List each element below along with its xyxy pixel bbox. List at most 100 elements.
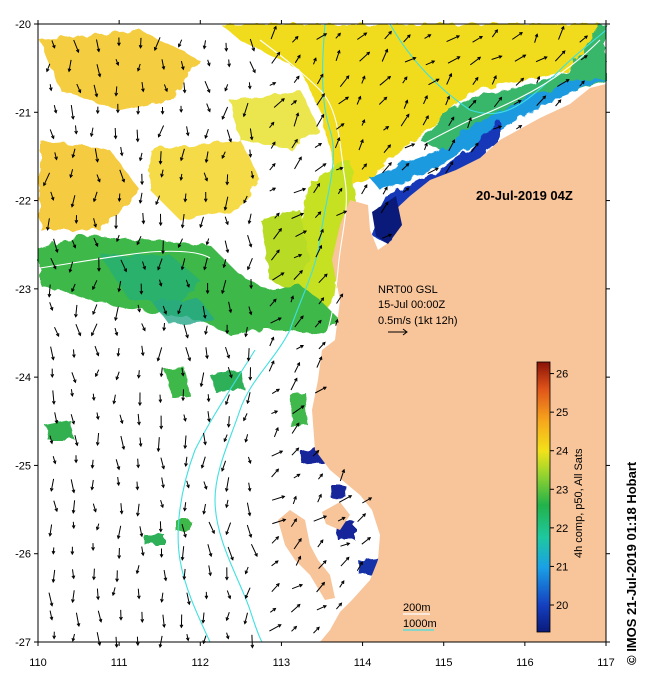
current-arrowhead (46, 68, 50, 73)
current-arrowhead (275, 536, 280, 540)
current-arrowhead (161, 66, 166, 71)
current-arrowhead (272, 298, 277, 303)
current-arrowhead (161, 250, 165, 255)
current-arrowhead (345, 96, 350, 101)
current-arrow (136, 235, 142, 245)
current-arrowhead (182, 576, 187, 581)
current-arrow (70, 479, 75, 493)
current-arrowhead (348, 495, 353, 499)
current-arrow (470, 142, 479, 153)
current-arrowhead (279, 450, 284, 454)
current-arrow (157, 437, 160, 452)
current-arrowhead (207, 418, 211, 423)
current-arrow (336, 602, 342, 610)
current-arrow (290, 518, 297, 527)
current-arrow (71, 283, 76, 292)
current-arrow (50, 478, 55, 491)
map-frame (37, 23, 607, 643)
current-arrow (404, 57, 416, 63)
current-arrowhead (136, 464, 141, 469)
current-arrow (54, 152, 58, 160)
current-arrow (291, 139, 298, 149)
current-arrowhead (95, 416, 100, 420)
current-arrowhead (404, 99, 409, 104)
current-arrowhead (583, 55, 588, 59)
current-arrow (225, 346, 230, 359)
current-arrow (314, 211, 321, 219)
current-arrowhead (158, 282, 163, 287)
y-tick-label: -22 (15, 196, 31, 208)
current-arrow (579, 80, 585, 87)
current-arrowhead (92, 576, 96, 581)
current-arrowhead (116, 466, 121, 471)
current-arrowhead (247, 220, 252, 225)
current-arrowhead (271, 360, 275, 365)
current-arrowhead (156, 448, 161, 453)
current-arrow (137, 304, 141, 312)
current-arrow (226, 129, 232, 142)
current-arrowhead (247, 459, 252, 464)
current-arrowhead (293, 100, 298, 104)
current-arrow (180, 60, 184, 70)
current-arrow (292, 405, 305, 415)
current-arrowhead (298, 537, 302, 542)
current-arrow (225, 477, 230, 492)
current-vectors (43, 25, 589, 649)
current-arrowhead (225, 617, 230, 622)
current-arrowhead (282, 518, 287, 522)
current-arrowhead (383, 96, 388, 101)
current-arrowhead (183, 507, 187, 512)
current-arrowhead (248, 311, 253, 316)
current-arrow (316, 605, 327, 611)
current-arrowhead (340, 123, 345, 127)
current-arrowhead (203, 485, 208, 490)
peninsula-land (278, 510, 335, 600)
current-arrow (205, 151, 209, 163)
current-arrowhead (183, 417, 187, 422)
current-arrow (94, 148, 99, 162)
current-arrowhead (272, 187, 277, 191)
current-arrow (50, 191, 54, 201)
current-arrow (294, 156, 302, 170)
current-arrow (137, 106, 139, 114)
current-arrowhead (71, 509, 76, 514)
current-arrow (270, 26, 277, 40)
current-arrowhead (320, 73, 324, 78)
current-arrowhead (387, 75, 392, 80)
current-arrow (221, 279, 227, 294)
current-arrowhead (357, 95, 362, 100)
current-arrowhead (250, 174, 255, 180)
current-arrowhead (185, 637, 190, 642)
current-arrow (248, 213, 252, 224)
current-arrow (314, 386, 327, 394)
current-arrowhead (119, 152, 124, 157)
current-arrowhead (337, 32, 341, 37)
current-arrow (248, 482, 251, 491)
current-arrowhead (141, 220, 146, 225)
current-arrow (315, 245, 322, 258)
current-arrow (536, 76, 540, 84)
current-arrowhead (299, 269, 303, 274)
current-arrow (96, 632, 101, 646)
current-arrow (163, 84, 168, 92)
current-arrowhead (140, 181, 144, 186)
current-arrow (92, 304, 98, 315)
current-arrow (313, 183, 320, 194)
current-arrowhead (339, 293, 344, 298)
current-arrow (318, 273, 328, 284)
current-arrow (514, 54, 526, 62)
current-arrowhead (181, 66, 185, 71)
current-arrowhead (384, 201, 389, 206)
current-arrowhead (299, 583, 304, 588)
current-arrow (185, 347, 191, 361)
current-arrow (204, 81, 211, 93)
current-arrow (69, 261, 74, 273)
current-arrow (336, 167, 343, 171)
current-arrowhead (205, 290, 210, 295)
current-arrowhead (320, 113, 325, 118)
current-arrowhead (273, 25, 277, 30)
current-arrowhead (281, 98, 285, 102)
current-arrow (338, 495, 352, 503)
current-arrowhead (50, 373, 55, 378)
current-arrow (91, 459, 94, 468)
